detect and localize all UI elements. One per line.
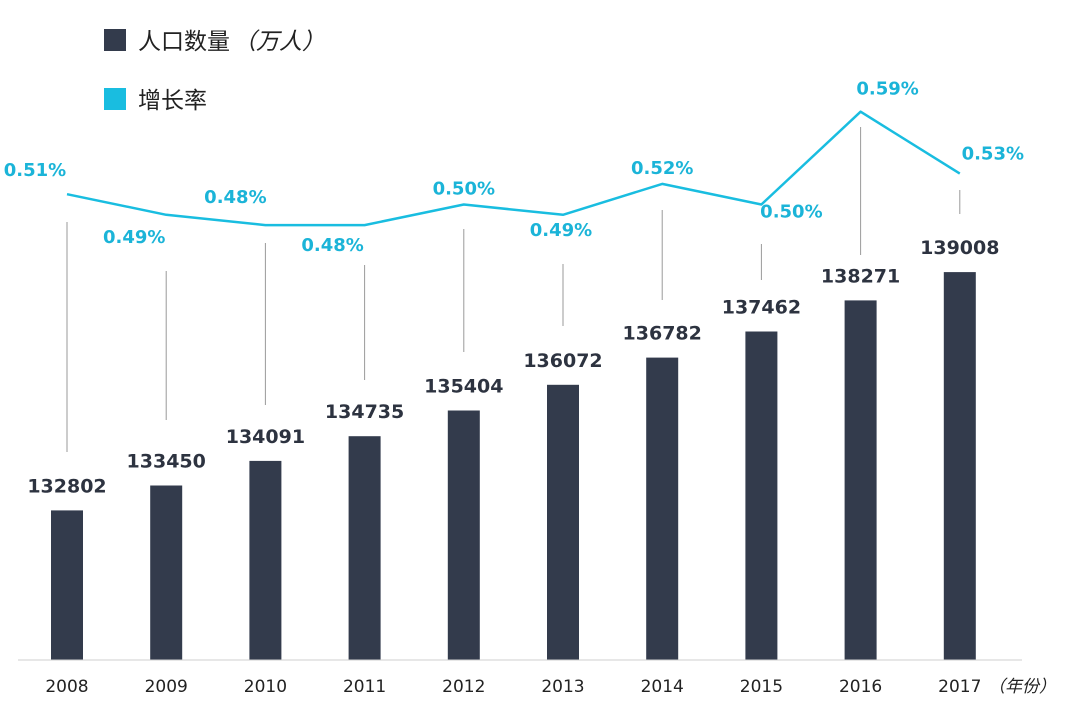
rate-value-label: 0.50%	[760, 202, 822, 223]
bar-2011	[348, 436, 381, 660]
x-tick-label: 2012	[442, 677, 485, 697]
bar-value-label: 134735	[325, 401, 404, 423]
bar-2014	[646, 357, 679, 660]
legend-label-rate: 增长率	[138, 88, 207, 114]
bar-2008	[51, 510, 83, 660]
bar-value-label: 138271	[821, 265, 900, 287]
legend-label-population: 人口数量	[138, 29, 230, 55]
x-tick-labels: 2008 2009 2010 2011 2012 2013 2014 2015 2016 2017	[45, 677, 981, 697]
bar-value-labels: 132802 133450 134091 134735 135404 136072 1367…	[27, 237, 999, 497]
rate-value-label: 0.52%	[631, 158, 693, 179]
rate-value-label: 0.51%	[4, 160, 66, 181]
rate-value-label: 0.48%	[204, 187, 266, 208]
x-axis-unit-label: （年份）	[988, 677, 1056, 697]
x-tick-label: 2017	[938, 677, 981, 697]
bar-value-label: 137462	[722, 297, 801, 319]
legend-swatch-population	[104, 29, 126, 51]
bar-value-label: 132802	[27, 475, 106, 497]
legend-swatch-rate	[104, 88, 126, 110]
bar-value-label: 136782	[623, 323, 702, 345]
bar-2010	[249, 460, 282, 660]
bar-value-label: 136072	[523, 350, 602, 372]
bar-2013	[547, 384, 579, 660]
bar-value-label: 139008	[920, 237, 999, 259]
bar-2017	[943, 272, 976, 660]
bar-2009	[150, 485, 183, 660]
rate-value-label: 0.48%	[301, 235, 363, 256]
bar-value-label: 135404	[424, 376, 503, 398]
rate-value-label: 0.49%	[530, 220, 592, 241]
bar-2012	[447, 410, 480, 660]
growth-rate-labels: 0.51% 0.49% 0.48% 0.48% 0.50% 0.49% 0.52% 0.50%…	[4, 79, 1024, 256]
x-tick-label: 2016	[839, 677, 882, 697]
rate-value-label: 0.50%	[433, 179, 495, 200]
rate-value-label: 0.49%	[103, 227, 165, 248]
rate-value-label: 0.53%	[962, 144, 1024, 165]
legend-unit-population: （万人）	[233, 29, 325, 55]
x-tick-label: 2015	[740, 677, 783, 697]
x-tick-label: 2010	[244, 677, 287, 697]
rate-value-label: 0.59%	[856, 79, 918, 100]
legend: 人口数量 （万人） 增长率	[104, 29, 325, 114]
x-tick-label: 2011	[343, 677, 386, 697]
bar-value-label: 133450	[127, 451, 206, 473]
connector-lines	[66, 127, 961, 452]
x-tick-label: 2008	[45, 677, 88, 697]
x-tick-label: 2014	[641, 677, 684, 697]
growth-rate-line	[66, 110, 961, 227]
bar-series	[51, 272, 976, 660]
bar-2015	[745, 331, 778, 660]
bar-2016	[844, 300, 877, 660]
x-tick-label: 2013	[541, 677, 584, 697]
bar-value-label: 134091	[226, 426, 305, 448]
x-tick-label: 2009	[145, 677, 188, 697]
